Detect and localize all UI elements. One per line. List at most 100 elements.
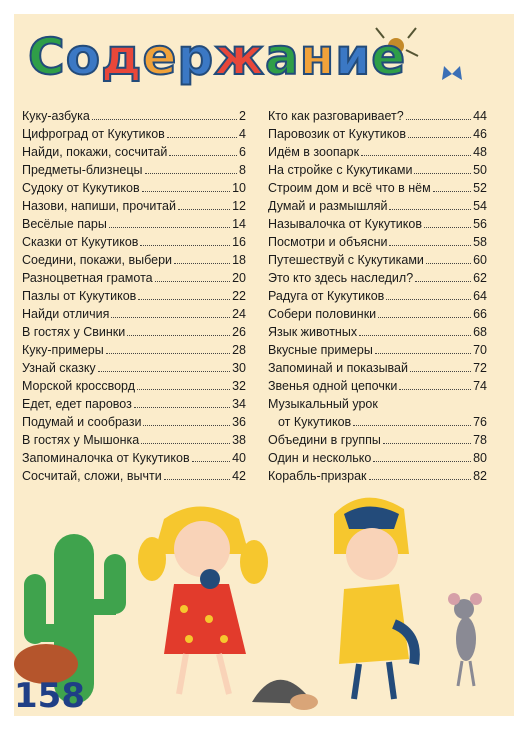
leader [423,227,472,228]
toc-entry: Паровозик от Кукутиков 46 [268,124,487,142]
toc-entry: Соедини, покажи, выбери 18 [22,250,246,268]
entry-page: 74 [473,379,487,393]
hedgehog [252,679,318,710]
toc-entry: Найди отличия 24 [22,304,246,322]
entry-page: 28 [232,343,246,357]
toc-entry: Узнай сказку 30 [22,358,246,376]
toc-entry: Путешествуй с Кукутиками 60 [268,250,487,268]
toc-entry: Кто как разговаривает? 44 [268,106,487,124]
entry-page: 38 [232,433,246,447]
entry-title: Запоминай и показывай [268,361,408,375]
toc-entry: Радуга от Кукутиков 64 [268,286,487,304]
entry-title: В гостях у Свинки [22,325,126,339]
leader [169,155,238,156]
leader [410,371,472,372]
mouse [448,593,482,687]
entry-title: Найди отличия [22,307,110,321]
entry-title: Куку-примеры [22,343,104,357]
entry-title: Это кто здесь наследил? [268,271,414,285]
entry-page: 68 [473,325,487,339]
entry-page: 32 [232,379,246,393]
contents-left: Куку-азбука 2 Цифроград от Кукутиков 4 Найди… [22,106,246,484]
leader [414,173,472,174]
toc-entry: Запоминалочка от Кукутиков 40 [22,448,246,466]
entry-title: Куку-азбука [22,109,90,123]
leader [425,263,472,264]
entry-title: Весёлые пары [22,217,107,231]
entry-title: Корабль-призрак [268,469,367,483]
entry-page: 50 [473,163,487,177]
page: Содержание Куку-азбука 2 Цифроград от Куку… [14,14,514,716]
entry-page: 64 [473,289,487,303]
entry-page: 58 [473,235,487,249]
entry-title: Сосчитай, сложи, вычти [22,469,162,483]
entry-page: 34 [232,397,246,411]
entry-page: 22 [232,289,246,303]
entry-title: В гостях у Мышонка [22,433,140,447]
entry-title: Цифроград от Кукутиков [22,127,165,141]
entry-title: Узнай сказку [22,361,96,375]
toc-entry: Подумай и сообрази 36 [22,412,246,430]
entry-page: 56 [473,217,487,231]
leader [191,461,231,462]
entry-page: 12 [232,199,246,213]
leader [91,119,238,120]
contents-right: Кто как разговаривает? 44 Паровозик от Кук… [268,106,487,484]
toc-entry: Один и несколько 80 [268,448,487,466]
leader [141,191,231,192]
toc-entry: Едет, едет паровоз 34 [22,394,246,412]
entry-title: На стройке с Кукутиками [268,163,413,177]
toc-entry: Объедини в группы 78 [268,430,487,448]
leader [127,335,231,336]
entry-title: Идём в зоопарк [268,145,360,159]
entry-page: 60 [473,253,487,267]
leader [163,479,231,480]
toc-entry: Корабль-призрак 82 [268,466,487,484]
leader [399,389,472,390]
leader [154,281,231,282]
entry-title: Судоку от Кукутиков [22,181,140,195]
cactus [14,534,126,704]
entry-page: 16 [232,235,246,249]
entry-title: Подумай и сообрази [22,415,142,429]
toc-entry: Звенья одной цепочки 74 [268,376,487,394]
leader [166,137,238,138]
entry-page: 4 [239,127,246,141]
entry-page: 42 [232,469,246,483]
toc-entry: Сказки от Кукутиков 16 [22,232,246,250]
toc-entry: Найди, покажи, сосчитай 6 [22,142,246,160]
toc-entry: Это кто здесь наследил? 62 [268,268,487,286]
entry-page: 10 [232,181,246,195]
girl [138,506,268,695]
toc-entry: Вкусные примеры 70 [268,340,487,358]
entry-title: Путешествуй с Кукутиками [268,253,424,267]
toc-entry: Морской кроссворд 32 [22,376,246,394]
leader [353,425,472,426]
entry-page: 14 [232,217,246,231]
leader [141,443,231,444]
toc-entry: Думай и размышляй 54 [268,196,487,214]
leader [382,443,472,444]
entry-title: Радуга от Кукутиков [268,289,385,303]
entry-page: 62 [473,271,487,285]
entry-title: Посмотри и объясни [268,235,388,249]
toc-entry: Запоминай и показывай 72 [268,358,487,376]
leader [133,407,231,408]
leader [97,371,231,372]
leader [105,353,231,354]
boy [334,497,420,700]
entry-title-line2: от Кукутиков [278,415,352,429]
entry-title: Думай и размышляй [268,199,388,213]
entry-title: Один и несколько [268,451,372,465]
entry-page: 72 [473,361,487,375]
entry-page: 30 [232,361,246,375]
toc-entry: Разноцветная грамота 20 [22,268,246,286]
title: Содержание [27,27,406,87]
toc-entry: Предметы-близнецы 8 [22,160,246,178]
entry-title: Язык животных [268,325,358,339]
leader [174,263,231,264]
leader [108,227,231,228]
entry-page: 24 [232,307,246,321]
entry-page: 46 [473,127,487,141]
leader [177,209,231,210]
